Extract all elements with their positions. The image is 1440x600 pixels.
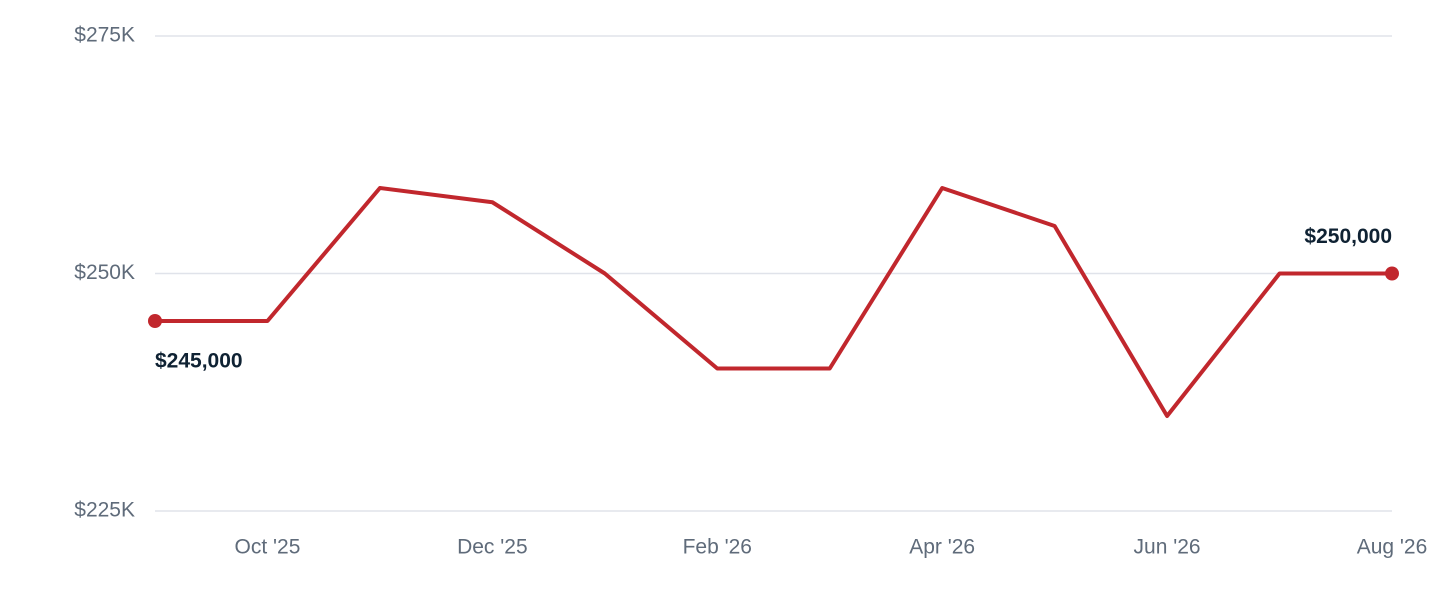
x-tick-label: Jun '26 xyxy=(1134,536,1201,559)
y-tick-label: $275K xyxy=(74,24,135,47)
x-tick-label: Aug '26 xyxy=(1357,536,1428,559)
y-tick-label: $225K xyxy=(74,499,135,522)
end-point xyxy=(148,314,162,328)
data-line xyxy=(155,186,1392,418)
end-point xyxy=(1385,266,1399,281)
value-label: $245,000 xyxy=(155,350,243,373)
y-tick-label: $250K xyxy=(74,261,135,284)
x-tick-label: Feb '26 xyxy=(683,536,752,559)
value-label: $250,000 xyxy=(1304,225,1392,248)
x-tick-label: Apr '26 xyxy=(909,536,975,559)
x-tick-label: Dec '25 xyxy=(457,536,528,559)
x-tick-label: Oct '25 xyxy=(235,536,301,559)
